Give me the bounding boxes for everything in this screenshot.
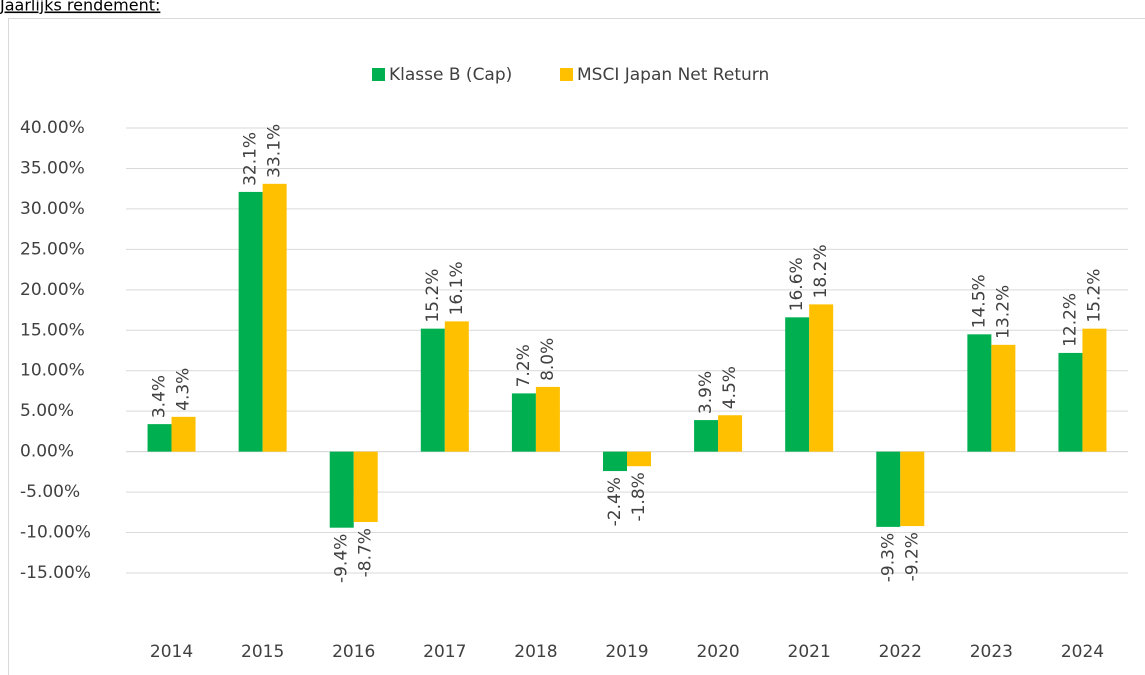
data-label: 4.3% bbox=[174, 368, 194, 411]
data-label: 13.2% bbox=[993, 285, 1013, 339]
x-tick-label: 2018 bbox=[514, 642, 557, 662]
data-label: 15.2% bbox=[423, 269, 443, 323]
bar bbox=[694, 420, 719, 452]
bar bbox=[876, 451, 901, 527]
data-label: 7.2% bbox=[514, 344, 534, 387]
x-tick-label: 2021 bbox=[788, 642, 831, 662]
bar bbox=[785, 317, 810, 452]
x-tick-label: 2017 bbox=[423, 642, 466, 662]
bar bbox=[535, 386, 560, 452]
data-label: 14.5% bbox=[969, 274, 989, 328]
legend-swatch bbox=[560, 68, 573, 81]
bar bbox=[1058, 352, 1083, 452]
x-tick-label: 2014 bbox=[150, 642, 193, 662]
bar bbox=[238, 191, 263, 452]
bar bbox=[603, 451, 627, 472]
bar bbox=[444, 321, 469, 452]
y-tick-label: 10.00% bbox=[20, 361, 85, 381]
data-label: -1.8% bbox=[629, 472, 649, 521]
legend-label: MSCI Japan Net Return bbox=[577, 65, 769, 85]
bar bbox=[1082, 328, 1107, 452]
x-tick-label: 2015 bbox=[241, 642, 284, 662]
x-tick-label: 2024 bbox=[1061, 642, 1104, 662]
data-label: -9.3% bbox=[878, 533, 898, 582]
data-label: -9.4% bbox=[332, 534, 352, 583]
data-label: 3.9% bbox=[696, 371, 716, 414]
bar bbox=[991, 344, 1016, 452]
y-tick-label: 40.00% bbox=[20, 118, 85, 138]
y-tick-label: 25.00% bbox=[20, 239, 85, 259]
x-tick-label: 2016 bbox=[332, 642, 375, 662]
legend-swatch bbox=[372, 68, 385, 81]
data-label: -2.4% bbox=[605, 477, 625, 526]
bar bbox=[353, 451, 378, 523]
bar bbox=[718, 415, 743, 452]
x-tick-label: 2022 bbox=[879, 642, 922, 662]
x-tick-label: 2019 bbox=[605, 642, 648, 662]
x-tick-label: 2023 bbox=[970, 642, 1013, 662]
data-label: 33.1% bbox=[265, 124, 285, 178]
y-tick-label: 5.00% bbox=[20, 401, 74, 421]
y-tick-label: 20.00% bbox=[20, 280, 85, 300]
y-tick-label: -5.00% bbox=[20, 482, 80, 502]
bar bbox=[420, 328, 445, 452]
bar bbox=[627, 451, 651, 467]
bar bbox=[262, 183, 287, 452]
bar bbox=[147, 424, 172, 452]
data-label: 3.4% bbox=[150, 375, 170, 418]
bar bbox=[329, 451, 354, 528]
bar bbox=[511, 393, 536, 452]
data-label: -8.7% bbox=[356, 528, 376, 577]
data-label: 12.2% bbox=[1060, 293, 1080, 347]
y-tick-label: 35.00% bbox=[20, 158, 85, 178]
data-label: 8.0% bbox=[538, 338, 558, 381]
data-label: -9.2% bbox=[902, 532, 922, 581]
legend-label: Klasse B (Cap) bbox=[389, 65, 512, 85]
y-tick-label: 0.00% bbox=[20, 442, 74, 462]
bar bbox=[967, 334, 992, 452]
bar bbox=[809, 304, 834, 452]
bar bbox=[900, 451, 925, 527]
chart-title: Jaarlijks rendement: bbox=[0, 0, 160, 15]
x-tick-label: 2020 bbox=[696, 642, 739, 662]
data-label: 4.5% bbox=[720, 366, 740, 409]
data-label: 15.2% bbox=[1084, 269, 1104, 323]
data-label: 32.1% bbox=[241, 132, 261, 186]
data-label: 16.1% bbox=[447, 261, 467, 315]
y-tick-label: -10.00% bbox=[20, 523, 91, 543]
bar bbox=[171, 416, 196, 452]
y-tick-label: 30.00% bbox=[20, 199, 85, 219]
y-tick-label: 15.00% bbox=[20, 320, 85, 340]
data-label: 18.2% bbox=[811, 244, 831, 298]
data-label: 16.6% bbox=[787, 257, 807, 311]
y-tick-label: -15.00% bbox=[20, 563, 91, 583]
